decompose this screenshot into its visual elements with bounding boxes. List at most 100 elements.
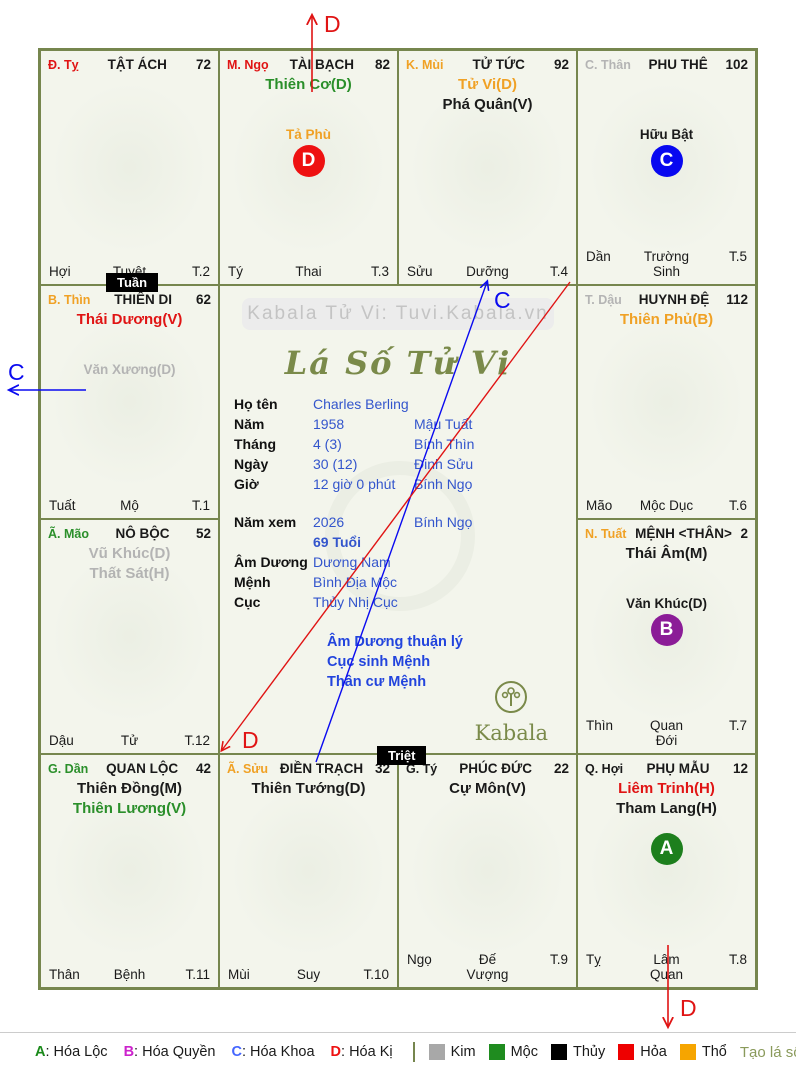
- main-star: Liêm Trinh(H): [618, 779, 715, 797]
- aux-star: Văn Khúc(D): [626, 596, 707, 611]
- palace-stem: T. Dậu: [585, 292, 622, 307]
- thuy-color-swatch: [550, 1044, 567, 1060]
- note-line: Cục sinh Mệnh: [327, 653, 431, 670]
- main-star: Vũ Khúc(D): [88, 545, 171, 562]
- palace-name: TỬ TỨC: [472, 57, 525, 72]
- legend-element-thuy: Thủy: [550, 1044, 605, 1060]
- field-label: Họ tên: [234, 395, 278, 412]
- tho-color-swatch: [679, 1044, 696, 1060]
- cycle-label: T.2: [191, 263, 210, 279]
- arrow-bottom-d-label: D: [680, 995, 697, 1021]
- branch-label: Tỵ: [586, 952, 601, 967]
- hoa-letter: B: [123, 1044, 135, 1060]
- field-label: Cục: [234, 593, 261, 610]
- field-value: Mậu Tuất: [414, 415, 473, 432]
- field-label: Âm Dương: [234, 553, 308, 570]
- field-value: Bính Ngọ: [414, 475, 473, 492]
- field-value: Đinh Sửu: [414, 455, 474, 472]
- field-label: Năm xem: [234, 513, 297, 530]
- stage-label: Mộc Dục: [639, 498, 694, 513]
- main-star: Thái Dương(V): [76, 310, 183, 328]
- palace-number: 22: [553, 760, 569, 776]
- cycle-label: T.8: [728, 952, 747, 967]
- palace-name: MỆNH <THÂN>: [635, 526, 732, 541]
- branch-label: Thân: [49, 967, 80, 982]
- stage-label: Trường Sinh: [643, 248, 690, 279]
- main-star: Tham Lang(H): [616, 799, 717, 817]
- palace-quan-loc: G. Dần QUAN LỘC 42 Thiên Đồng(M) Thiên Lươ…: [40, 753, 219, 988]
- zodiac-snake-watermark: [51, 81, 208, 254]
- palace-menh-than: N. Tuất MỆNH <THÂN> 2 Thái Âm(M) Văn Khúc(…: [577, 519, 756, 754]
- palace-phu-mau: Q. Hợi PHỤ MẪU 12 Liêm Trinh(H) Tham Lang(…: [577, 753, 756, 988]
- palace-stem: M. Ngọ: [227, 58, 269, 72]
- legend-hoa-quyen: B: Hóa Quyền: [123, 1044, 216, 1060]
- field-value: Thủy Nhị Cục: [313, 593, 398, 610]
- branch-label: Thìn: [586, 717, 614, 733]
- legend-hoa-khoa: C: Hóa Khoa: [231, 1044, 315, 1060]
- palace-name: NÔ BỘC: [115, 526, 170, 541]
- field-label: Mệnh: [234, 573, 271, 590]
- field-label: Ngày: [234, 455, 269, 472]
- palace-number: 12: [732, 760, 748, 776]
- main-star: Thất Sát(H): [89, 565, 170, 582]
- branch-label: Mão: [586, 498, 613, 513]
- cycle-label: T.10: [363, 967, 389, 982]
- hoa-khoa-circle: C: [650, 145, 683, 177]
- tuan-badge: Tuần: [106, 273, 159, 292]
- moc-color-swatch: [488, 1044, 505, 1060]
- cycle-label: T.5: [728, 248, 747, 264]
- branch-label: Hợi: [49, 263, 71, 279]
- branch-label: Dần: [586, 248, 611, 264]
- palace-stem: Ã. Sửu: [227, 761, 268, 776]
- stage-label: Quan Đới: [649, 717, 683, 748]
- stage-label: Tử: [120, 732, 139, 748]
- palace-stem: N. Tuất: [585, 527, 627, 541]
- branch-label: Dậu: [49, 732, 74, 748]
- cycle-label: T.7: [728, 717, 747, 733]
- palace-number: 112: [726, 291, 748, 307]
- palace-number: 72: [195, 57, 211, 72]
- main-star: Thiên Lương(V): [72, 799, 187, 817]
- branch-label: Ngọ: [407, 952, 432, 967]
- field-label: Năm: [234, 415, 265, 432]
- legend-element-kim: Kim: [428, 1044, 476, 1060]
- legend-hoa-loc: A: Hóa Lộc: [35, 1044, 108, 1060]
- palace-name: PHÚC ĐỨC: [459, 760, 532, 776]
- chart-title: Lá Số Tử Vi: [284, 343, 512, 382]
- branch-label: Mùi: [228, 967, 250, 982]
- palace-number: 42: [195, 760, 211, 776]
- hoa-letter: D: [330, 1044, 341, 1060]
- palace-no-boc: Ã. Mão NÔ BỘC 52 Vũ Khúc(D) Thất Sát(H) Dậ…: [40, 519, 219, 754]
- legend-element-tho: Thổ: [679, 1044, 727, 1060]
- hoa-loc-circle: A: [650, 832, 683, 865]
- palace-phu-the: C. Thân PHU THÊ 102 Hữu Bật C Dần Trường Si…: [577, 50, 756, 285]
- field-value: Charles Berling: [313, 395, 409, 412]
- palace-huynh-de: T. Dậu HUYNH ĐỆ 112 Thiên Phủ(B) Mão Mộc Dụ…: [577, 284, 756, 519]
- palace-stem: K. Mùi: [406, 58, 444, 72]
- credit-link[interactable]: Tạo lá số: Tuvi.Kabala.vn: [739, 1043, 796, 1061]
- field-value: 12 giờ 0 phút: [313, 475, 396, 492]
- field-value: Dương Nam: [313, 553, 391, 570]
- zodiac-buffalo-watermark: [230, 784, 387, 957]
- note-line: Âm Dương thuận lý: [327, 633, 464, 650]
- legend-hoa-ki: D: Hóa Kị: [330, 1044, 393, 1060]
- main-star: Cự Môn(V): [449, 779, 526, 797]
- palace-stem: Đ. Tỵ: [48, 58, 79, 72]
- palace-name: PHU THÊ: [648, 57, 708, 72]
- hoa-color-swatch: [618, 1044, 635, 1060]
- palace-grid: Đ. Tỵ TẬT ÁCH 72 Hợi Tuyệt T.2 M. Ngọ TÀI BẠC…: [38, 48, 758, 990]
- palace-name: HUYNH ĐỆ: [638, 291, 710, 307]
- palace-name: TẬT ÁCH: [107, 57, 167, 72]
- palace-name: THIÊN DI: [114, 291, 173, 307]
- field-value: Bình Địa Mộc: [313, 573, 398, 590]
- stage-label: Bệnh: [113, 967, 146, 982]
- field-value: Bính Thìn: [414, 435, 475, 452]
- legend-element-hoa: Hỏa: [618, 1044, 667, 1060]
- main-star: Thiên Cơ(D): [265, 76, 352, 93]
- field-value: 1958: [313, 415, 345, 432]
- palace-number: 62: [195, 291, 211, 307]
- triet-badge: Triệt: [377, 746, 427, 765]
- palace-number: 82: [374, 57, 390, 72]
- kabala-tree-icon: [495, 680, 528, 713]
- field-value: 4 (3): [313, 435, 342, 452]
